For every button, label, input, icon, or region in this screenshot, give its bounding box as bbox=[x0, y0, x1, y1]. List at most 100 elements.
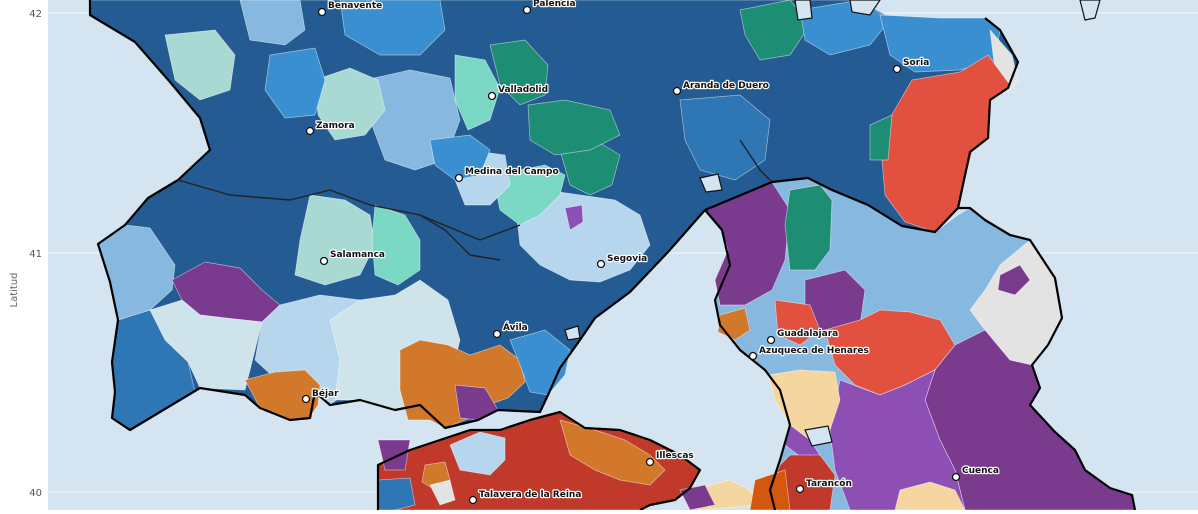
city-dot bbox=[454, 173, 464, 183]
city-label: Soria bbox=[903, 58, 929, 68]
cyl-region-blue-north bbox=[339, 0, 446, 56]
city-label: Béjar bbox=[312, 388, 339, 399]
east-region-peach-cuenca bbox=[894, 481, 966, 511]
city-marker-palencia: Palencia bbox=[522, 0, 577, 15]
cyl-region-mid-blue-aranda bbox=[679, 94, 771, 181]
south-region-orange-central bbox=[559, 419, 666, 486]
east-region-red-north-guad bbox=[774, 299, 821, 346]
city-label: Salamanca bbox=[330, 250, 385, 260]
patch-center-2 bbox=[804, 425, 833, 447]
east-region-light-purple-cuenca bbox=[829, 369, 966, 511]
lat-tick-41: 41 bbox=[29, 249, 42, 260]
south-region-purple-east bbox=[679, 484, 716, 511]
latitude-axis: 42 41 40 Latitud bbox=[9, 9, 42, 499]
cyl-region-pale-mint-salamanca bbox=[294, 194, 376, 286]
cyl-region-pale-south-west bbox=[149, 299, 263, 391]
cyl-border bbox=[88, 0, 1020, 432]
city-marker-zamora: Zamora bbox=[305, 120, 356, 136]
city-marker-talavera-de-la-reina: Talavera de la Reina bbox=[468, 489, 583, 505]
city-dot bbox=[522, 5, 532, 15]
patch-center-1 bbox=[699, 173, 723, 193]
city-label: Valladolid bbox=[498, 85, 548, 95]
city-dot bbox=[305, 126, 315, 136]
city-marker-benavente: Benavente bbox=[317, 0, 383, 17]
city-dot bbox=[672, 86, 682, 96]
city-marker-valladolid: Valladolid bbox=[487, 84, 549, 101]
lat-tick-42: 42 bbox=[29, 9, 42, 20]
cyl-region-pale-segovia bbox=[514, 189, 651, 283]
city-marker-guadalajara: Guadalajara bbox=[766, 328, 839, 345]
city-dot bbox=[596, 259, 606, 269]
city-label: Guadalajara bbox=[777, 329, 838, 339]
cyl-region-blue-valladolid bbox=[429, 134, 491, 181]
cyl-region-blue-zamora bbox=[264, 47, 326, 119]
city-marker-cuenca: Cuenca bbox=[951, 465, 1000, 482]
south-region-purple-west bbox=[377, 439, 411, 471]
y-axis-label: Latitud bbox=[9, 272, 20, 307]
east-region-teal-guadalajara bbox=[784, 184, 833, 271]
cyl-region-mint-segovia bbox=[494, 164, 566, 226]
province-divider-1 bbox=[177, 179, 521, 241]
city-marker-soria: Soria bbox=[892, 57, 930, 74]
cyl-region-teal-valladolid-east bbox=[527, 99, 621, 156]
castilla-leon-region bbox=[89, 0, 1019, 431]
city-label: Ávila bbox=[503, 321, 528, 333]
city-marker-segovia: Segovia bbox=[596, 253, 648, 269]
city-label: Palencia bbox=[533, 0, 576, 9]
lat-tick-40: 40 bbox=[29, 488, 42, 499]
cyl-region-orange-avila bbox=[399, 339, 526, 429]
city-dot bbox=[319, 256, 329, 266]
city-label: Talavera de la Reina bbox=[479, 490, 581, 500]
city-dot bbox=[317, 7, 327, 17]
city-marker-tarancon: Tarancón bbox=[795, 477, 853, 494]
empty-patches bbox=[564, 0, 1101, 447]
cyl-region-light-blue-benavente bbox=[239, 0, 306, 46]
city-label: Segovia bbox=[607, 254, 647, 264]
city-dot bbox=[951, 472, 961, 482]
cyl-region-mint-valladolid bbox=[454, 54, 501, 131]
province-divider-2 bbox=[419, 214, 501, 261]
city-label: Aranda de Duero bbox=[683, 81, 769, 91]
south-region-pale-blue-west bbox=[449, 431, 506, 476]
city-label: Tarancón bbox=[806, 478, 852, 489]
city-label: Illescas bbox=[656, 451, 694, 461]
province-divider-3 bbox=[739, 139, 773, 183]
city-dot bbox=[892, 64, 902, 74]
city-marker-salamanca: Salamanca bbox=[319, 249, 386, 266]
city-label: Medina del Campo bbox=[465, 167, 559, 177]
city-dot bbox=[748, 351, 758, 361]
south-region-blue-west bbox=[377, 477, 416, 511]
south-region-light-grey bbox=[429, 479, 456, 506]
cyl-region-pale-mint-benavente-west bbox=[164, 29, 236, 101]
east-region-purple-east bbox=[997, 264, 1031, 296]
city-dot bbox=[766, 335, 776, 345]
city-label: Cuenca bbox=[962, 466, 999, 476]
cyl-region-mint-salamanca-east bbox=[371, 204, 421, 286]
patch-north-1 bbox=[794, 0, 813, 21]
cyl-region-teal-soria-south bbox=[869, 114, 893, 161]
city-label: Azuqueca de Henares bbox=[759, 346, 869, 356]
city-marker-avila: Ávila bbox=[492, 320, 529, 339]
patch-center-3 bbox=[564, 325, 581, 341]
cyl-region-pale-mint-zamora bbox=[314, 67, 386, 141]
city-dot bbox=[468, 495, 478, 505]
patch-east-1 bbox=[1079, 0, 1101, 21]
cyl-region-light-purple-segovia bbox=[564, 204, 584, 231]
cyl-region-teal-palencia bbox=[489, 39, 549, 106]
city-marker-illescas: Illescas bbox=[645, 450, 695, 467]
city-label: Zamora bbox=[316, 121, 355, 131]
city-dot bbox=[645, 457, 655, 467]
patch-north-2 bbox=[849, 0, 881, 16]
east-region bbox=[704, 177, 1136, 511]
city-dot bbox=[487, 91, 497, 101]
city-marker-azuqueca-de-henares: Azuqueca de Henares bbox=[748, 345, 870, 361]
city-marker-medina-del-campo: Medina del Campo bbox=[454, 166, 560, 183]
city-markers: Benavente Palencia Soria Valladolid Aran… bbox=[301, 0, 1000, 505]
city-dot bbox=[492, 329, 502, 339]
east-region-peach-azuqueca bbox=[767, 369, 841, 441]
south-border bbox=[376, 410, 702, 511]
city-dot bbox=[301, 394, 311, 404]
city-marker-aranda-de-duero: Aranda de Duero bbox=[672, 80, 770, 96]
